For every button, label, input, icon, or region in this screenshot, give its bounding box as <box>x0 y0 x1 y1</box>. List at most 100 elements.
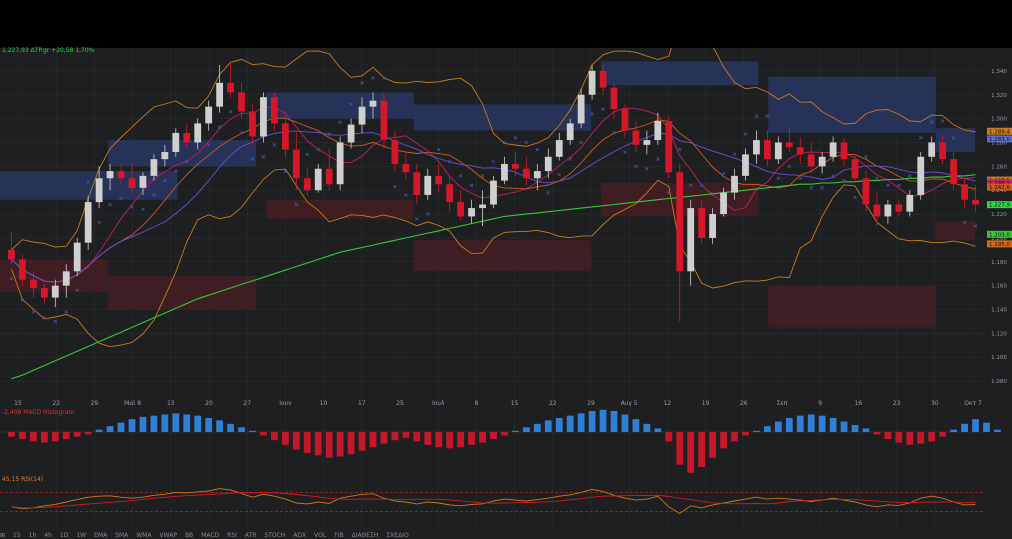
macd-bar <box>873 432 881 435</box>
y-tick-label: 1.160 <box>991 284 1007 290</box>
macd-bar <box>117 422 125 432</box>
candle-body <box>29 279 37 289</box>
sar-cross <box>929 120 934 124</box>
y-tick-label: 1.260 <box>991 164 1007 170</box>
rsi-label: 45,15 RSI(14) <box>2 476 44 483</box>
candle-body <box>643 140 651 145</box>
macd-bar <box>906 432 914 445</box>
sar-cross <box>491 159 496 164</box>
toolbar-item[interactable]: VOL <box>314 532 327 539</box>
sar-cross <box>940 119 945 123</box>
macd-bar <box>303 432 311 453</box>
macd-bar <box>205 418 213 432</box>
macd-bar <box>391 432 399 441</box>
x-tick-label: Ιουλ <box>432 400 445 407</box>
macd-bar <box>84 432 92 435</box>
sar-cross <box>305 152 310 157</box>
candle-body <box>720 192 727 215</box>
sar-cross <box>886 183 890 188</box>
macd-bar <box>709 432 716 458</box>
macd-bar <box>468 432 475 445</box>
sar-cross <box>338 120 342 124</box>
macd-label: -2,409 MACD Histogram <box>2 409 75 416</box>
candle-body <box>479 204 486 209</box>
y-tick-label: 1.100 <box>991 355 1007 361</box>
candle-body <box>774 142 782 160</box>
candle-body <box>851 159 859 179</box>
macd-bar <box>774 421 782 432</box>
bottom-toolbar[interactable]: ⊞ 15 1h 4h 1D 1W EMA SMA WMA VWAP BB MACD RSI ATR STOC… <box>0 532 1012 539</box>
toolbar-item[interactable]: 1h <box>28 532 37 539</box>
toolbar-item[interactable]: 1W <box>76 532 87 539</box>
candle-body <box>490 180 497 205</box>
toolbar-item[interactable]: ATR <box>244 532 257 539</box>
candle-body <box>555 140 563 157</box>
price-tag-label: 1.289,4 <box>989 129 1010 135</box>
price-tag-bg <box>987 135 1012 143</box>
macd-bar <box>654 428 662 432</box>
candle-body <box>676 172 684 272</box>
toolbar-item[interactable]: RSI <box>227 532 237 539</box>
sar-cross <box>283 169 288 173</box>
price-chart-svg[interactable]: 1.340 1.320 1.300 1.280 1.260 1.240 1.220 1.200… <box>0 48 1012 539</box>
candle-body <box>621 109 629 131</box>
rsi-layer <box>0 488 985 515</box>
sar-cross <box>524 140 529 145</box>
x-tick-label: 19 <box>702 400 710 407</box>
toolbar-item[interactable]: WMA <box>136 532 152 539</box>
macd-bar <box>369 432 377 448</box>
toolbar-item[interactable]: ⊞ <box>0 532 6 539</box>
macd-bar <box>314 432 322 456</box>
y-tick-label: 1.320 <box>991 93 1007 99</box>
macd-bar <box>281 432 289 445</box>
toolbar-item[interactable]: ΔΙΑΘΕΣΗ <box>351 532 379 539</box>
y-tick-label: 1.200 <box>991 236 1007 242</box>
x-tick-label: 12 <box>664 400 672 407</box>
toolbar-item[interactable]: ΣΧΕΔΙΟ <box>386 532 409 539</box>
candle-body <box>62 271 70 286</box>
toolbar-item[interactable]: SMA <box>115 532 129 539</box>
price-info-label: 1.227,93 ΔTP.gr +20,58 1,70% <box>2 47 95 54</box>
toolbar-item[interactable]: 4h <box>44 532 52 539</box>
macd-bar <box>972 419 979 432</box>
rsi-signal-line <box>11 492 976 509</box>
toolbar-item[interactable]: 1D <box>59 532 69 539</box>
sar-cross <box>535 147 540 152</box>
chart-area[interactable]: 1.340 1.320 1.300 1.280 1.260 1.240 1.220 1.200… <box>0 47 1012 539</box>
sar-cross <box>130 205 134 209</box>
toolbar-item[interactable]: MACD <box>201 532 220 539</box>
macd-bar <box>961 423 968 432</box>
toolbar-item[interactable]: EMA <box>94 532 108 539</box>
macd-bar <box>895 432 903 443</box>
sar-cross <box>908 174 912 178</box>
sar-cross <box>667 190 671 195</box>
toolbar-item[interactable]: STOCH <box>264 532 286 539</box>
macd-bar <box>818 415 826 432</box>
sar-cross <box>294 202 299 207</box>
sar-cross <box>436 147 441 152</box>
sar-cross <box>195 162 200 166</box>
macd-bar <box>665 432 673 442</box>
sar-cross <box>152 193 156 197</box>
sar-cross <box>239 131 244 135</box>
macd-bar <box>533 423 541 432</box>
toolbar-item[interactable]: BB <box>184 532 194 539</box>
sar-cross <box>897 183 901 188</box>
macd-bar <box>249 430 256 432</box>
macd-bar <box>676 432 684 465</box>
toolbar-item[interactable]: VWAP <box>159 532 177 539</box>
y-tick-label: 1.220 <box>991 212 1007 218</box>
candle-body <box>917 156 925 195</box>
toolbar-item[interactable]: ADX <box>293 532 307 539</box>
candle-body <box>194 123 202 143</box>
macd-bar <box>917 432 925 444</box>
toolbar-item[interactable]: FIB <box>334 532 344 539</box>
x-tick-label: 15 <box>14 400 22 407</box>
candle-body <box>84 202 92 243</box>
toolbar-item[interactable]: 15 <box>13 532 21 539</box>
sar-cross <box>108 202 112 207</box>
sar-cross <box>371 76 375 80</box>
candle-body <box>796 147 804 155</box>
sar-cross <box>776 176 781 181</box>
sar-cross <box>732 152 737 157</box>
